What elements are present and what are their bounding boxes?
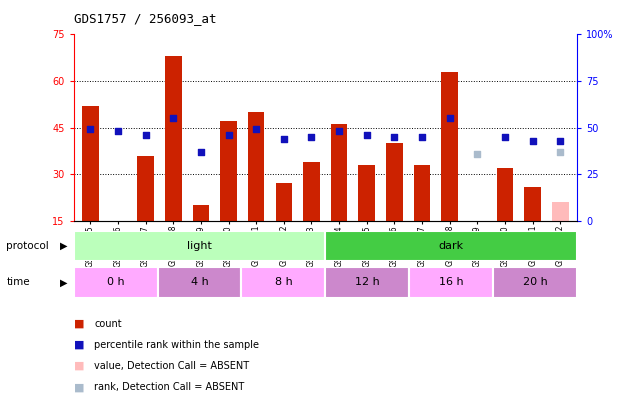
- Bar: [221, 122, 237, 221]
- Text: value, Detection Call = ABSENT: value, Detection Call = ABSENT: [94, 361, 249, 371]
- Bar: [248, 112, 265, 221]
- Bar: [409, 267, 493, 298]
- Bar: [325, 231, 577, 261]
- Text: count: count: [94, 319, 122, 329]
- Point: [224, 132, 234, 138]
- Point: [85, 126, 96, 133]
- Point: [279, 136, 289, 142]
- Bar: [74, 231, 325, 261]
- Bar: [325, 267, 409, 298]
- Text: ■: ■: [74, 382, 84, 392]
- Text: time: time: [6, 277, 30, 288]
- Text: ■: ■: [74, 340, 84, 350]
- Point: [113, 128, 123, 134]
- Text: 16 h: 16 h: [439, 277, 463, 288]
- Text: 12 h: 12 h: [355, 277, 379, 288]
- Text: ■: ■: [74, 319, 84, 329]
- Point: [472, 150, 483, 157]
- Text: ▶: ▶: [60, 241, 67, 251]
- Bar: [497, 168, 513, 221]
- Bar: [276, 183, 292, 221]
- Bar: [74, 267, 158, 298]
- Point: [528, 137, 538, 144]
- Text: percentile rank within the sample: percentile rank within the sample: [94, 340, 259, 350]
- Point: [140, 132, 151, 138]
- Point: [445, 115, 455, 122]
- Text: 8 h: 8 h: [274, 277, 292, 288]
- Text: ▶: ▶: [60, 277, 67, 288]
- Bar: [493, 267, 577, 298]
- Point: [555, 149, 565, 155]
- Text: protocol: protocol: [6, 241, 49, 251]
- Bar: [158, 267, 242, 298]
- Point: [417, 134, 427, 140]
- Point: [389, 134, 399, 140]
- Text: 4 h: 4 h: [190, 277, 208, 288]
- Bar: [82, 106, 99, 221]
- Point: [306, 134, 317, 140]
- Bar: [524, 187, 541, 221]
- Point: [362, 132, 372, 138]
- Text: ■: ■: [74, 361, 84, 371]
- Bar: [552, 202, 569, 221]
- Text: 20 h: 20 h: [522, 277, 547, 288]
- Bar: [137, 156, 154, 221]
- Text: GDS1757 / 256093_at: GDS1757 / 256093_at: [74, 12, 216, 25]
- Bar: [469, 221, 486, 227]
- Point: [334, 128, 344, 134]
- Point: [555, 137, 565, 144]
- Text: light: light: [187, 241, 212, 251]
- Bar: [414, 165, 430, 221]
- Text: dark: dark: [438, 241, 463, 251]
- Bar: [386, 143, 403, 221]
- Text: 0 h: 0 h: [107, 277, 124, 288]
- Bar: [192, 205, 209, 221]
- Bar: [165, 56, 181, 221]
- Bar: [358, 165, 375, 221]
- Bar: [442, 72, 458, 221]
- Bar: [303, 162, 320, 221]
- Point: [500, 134, 510, 140]
- Point: [196, 149, 206, 155]
- Bar: [331, 124, 347, 221]
- Bar: [242, 267, 325, 298]
- Point: [168, 115, 178, 122]
- Point: [251, 126, 262, 133]
- Text: rank, Detection Call = ABSENT: rank, Detection Call = ABSENT: [94, 382, 244, 392]
